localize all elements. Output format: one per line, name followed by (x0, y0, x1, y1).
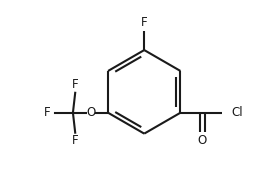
Text: F: F (141, 16, 148, 29)
Text: F: F (44, 106, 51, 119)
Text: F: F (72, 78, 79, 91)
Text: F: F (72, 134, 79, 147)
Text: Cl: Cl (231, 106, 243, 119)
Text: O: O (198, 134, 207, 147)
Text: O: O (86, 106, 96, 119)
